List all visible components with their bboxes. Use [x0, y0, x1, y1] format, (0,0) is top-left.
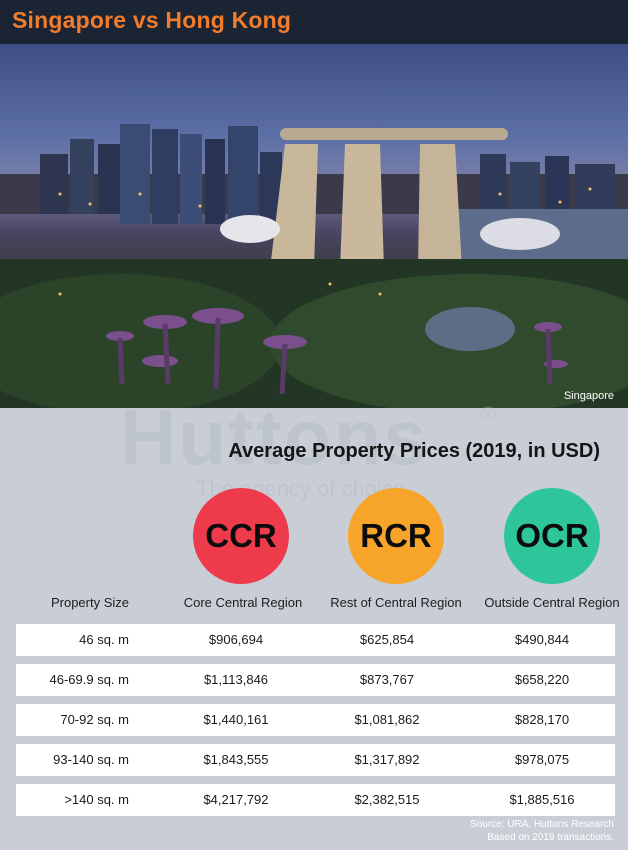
ccr-price-cell: $4,217,792: [203, 792, 269, 807]
table-row: 46-69.9 sq. m $1,113,846 $873,767 $658,2…: [16, 664, 615, 696]
ocr-price-cell: $490,844: [514, 632, 570, 647]
ocr-price-cell: $1,885,516: [509, 792, 575, 807]
table-row: 46 sq. m $906,694 $625,854 $490,844: [16, 624, 615, 656]
rcr-price-cell: $1,317,892: [354, 752, 420, 767]
ccr-price-cell: $1,113,846: [203, 672, 269, 687]
rcr-price-cell: $625,854: [359, 632, 415, 647]
source-note: Source: URA, Huttons Research Based on 2…: [470, 818, 614, 844]
size-cell: 46-69.9 sq. m: [49, 672, 130, 687]
ocr-price-cell: $658,220: [514, 672, 570, 687]
ocr-column-header: Outside Central Region: [484, 595, 620, 610]
ccr-price-cell: $1,440,161: [203, 712, 269, 727]
ccr-price-cell: $1,843,555: [203, 752, 269, 767]
ocr-price-cell: $978,075: [514, 752, 570, 767]
size-cell: 46 sq. m: [79, 632, 129, 647]
source-basis-line: Based on 2019 transactions.: [487, 832, 614, 843]
singapore-skyline-photo: Singapore: [0, 44, 628, 408]
rcr-price-cell: $873,767: [359, 672, 415, 687]
table-row: >140 sq. m $4,217,792 $2,382,515 $1,885,…: [16, 784, 615, 816]
photo-caption: Singapore: [563, 390, 614, 402]
size-cell: >140 sq. m: [64, 792, 129, 807]
rcr-price-cell: $2,382,515: [354, 792, 420, 807]
size-cell: 70-92 sq. m: [60, 712, 129, 727]
ccr-price-cell: $906,694: [208, 632, 264, 647]
page-title: Singapore vs Hong Kong: [12, 7, 292, 33]
source-line: Source: URA, Huttons Research: [470, 819, 614, 830]
ocr-badge: OCR: [504, 488, 600, 584]
table-row: 93-140 sq. m $1,843,555 $1,317,892 $978,…: [16, 744, 615, 776]
section-heading: Average Property Prices (2019, in USD): [228, 440, 600, 462]
ocr-price-cell: $828,170: [514, 712, 570, 727]
ccr-column-header: Core Central Region: [183, 595, 303, 610]
table-row: 70-92 sq. m $1,440,161 $1,081,862 $828,1…: [16, 704, 615, 736]
skyline-illustration: [0, 124, 628, 408]
size-cell: 93-140 sq. m: [53, 752, 129, 767]
ccr-badge: CCR: [193, 488, 289, 584]
title-bar: Singapore vs Hong Kong: [0, 0, 628, 44]
rcr-badge: RCR: [348, 488, 444, 584]
rcr-price-cell: $1,081,862: [354, 712, 420, 727]
rcr-column-header: Rest of Central Region: [330, 595, 462, 610]
property-size-header: Property Size: [50, 595, 130, 610]
